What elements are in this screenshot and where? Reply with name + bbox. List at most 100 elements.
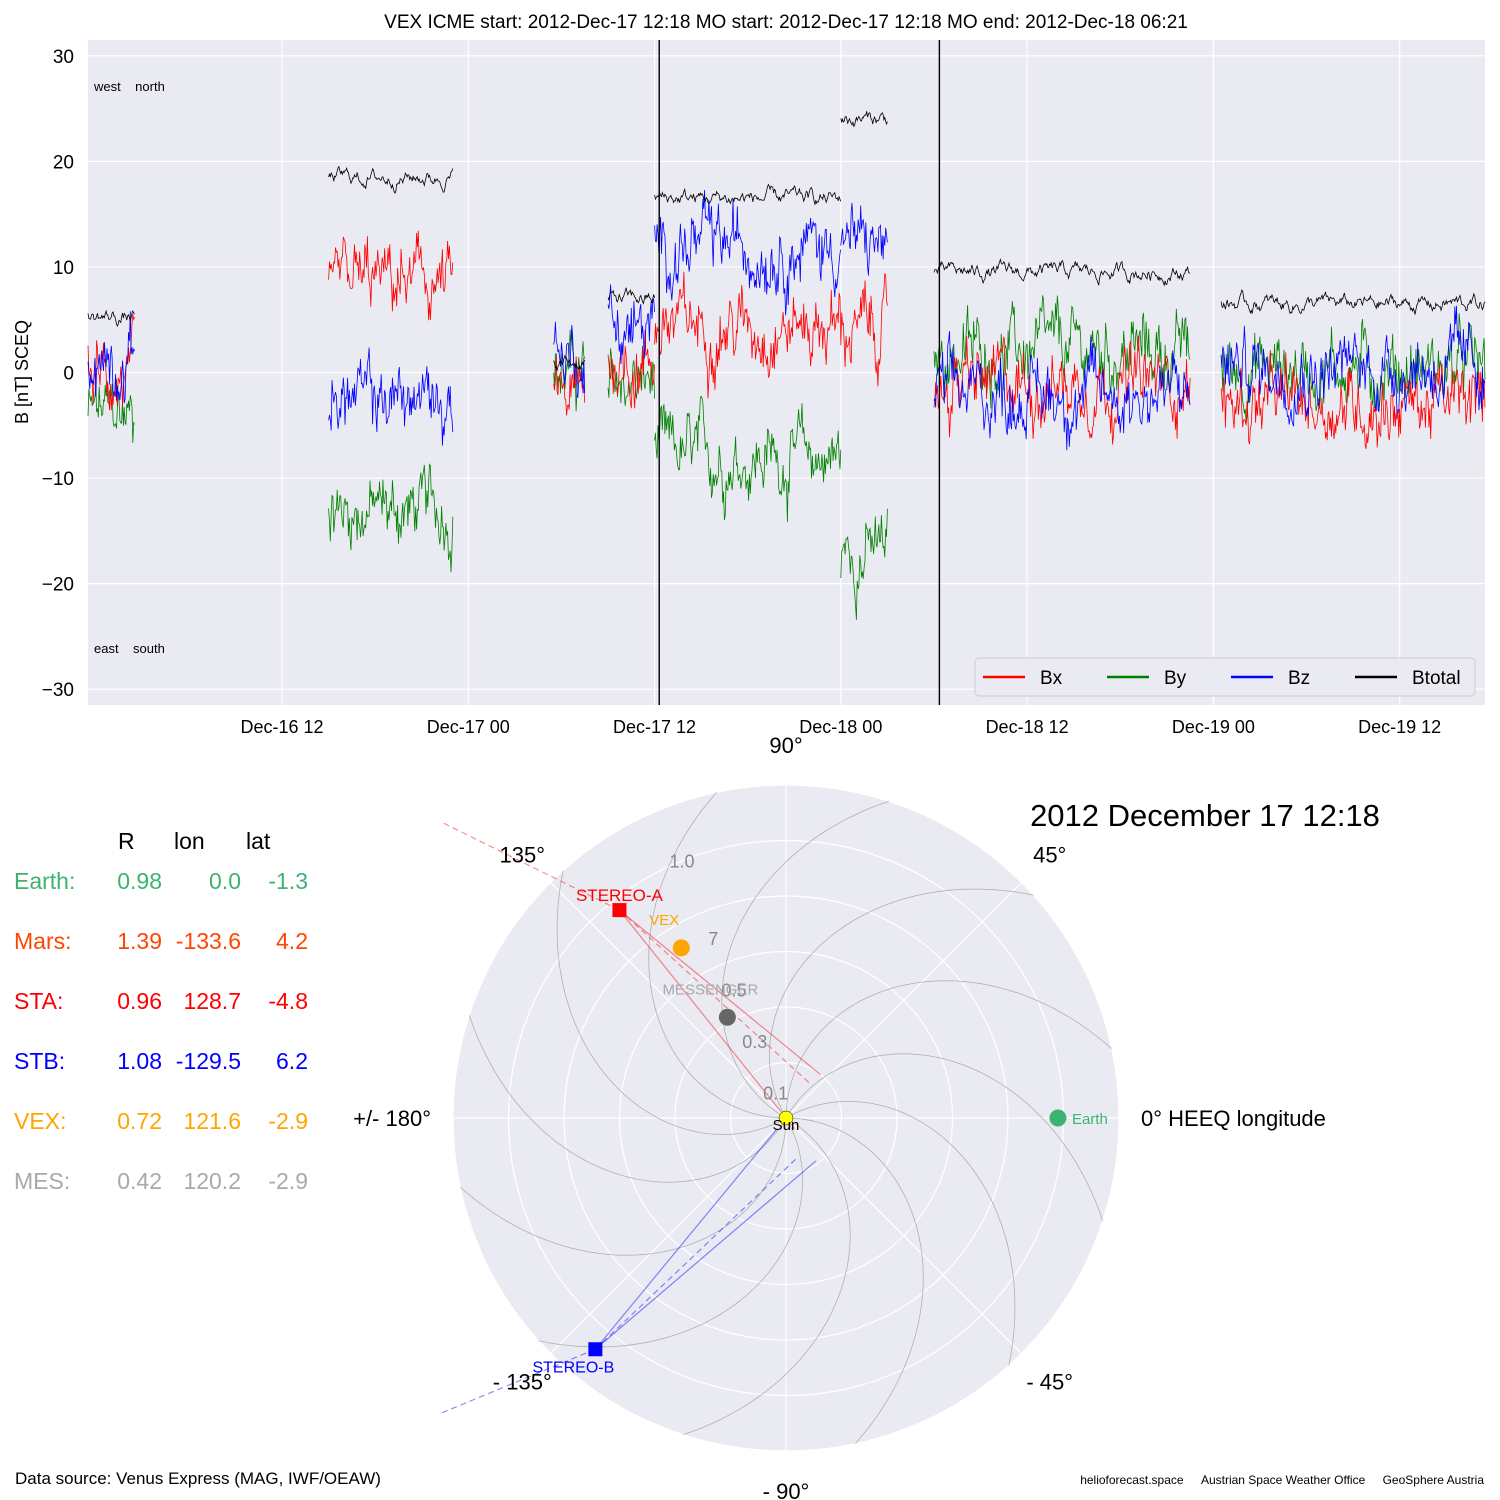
trace-segment <box>840 111 888 128</box>
angle-spoke <box>550 882 787 1119</box>
timeseries-grid <box>88 40 1485 705</box>
body-label-messenger: MESSENGER <box>662 981 758 998</box>
parker-spiral <box>453 1118 787 1256</box>
polar-angle-labels: 0° HEEQ longitude 45° 90° 135° +/- 180° - 135… <box>353 733 1326 1500</box>
trace-segment <box>553 354 586 371</box>
coord-lat: 6.2 <box>276 1048 308 1074</box>
trace-segment <box>933 295 1191 409</box>
annotation-east-south: east south <box>94 641 165 656</box>
trace-segment <box>1220 305 1486 427</box>
angle-label: 45° <box>1033 842 1066 867</box>
coordinates-table: R lon lat Earth: 0.98 0.0 -1.3 Mars: 1.39 -133… <box>14 828 334 1228</box>
angle-label: - 90° <box>763 1479 810 1500</box>
coord-name: STB: <box>14 1048 66 1074</box>
credit-aswo: Austrian Space Weather Office <box>1200 1473 1366 1487</box>
parker-spiral <box>785 980 1119 1118</box>
coord-lat: 4.2 <box>276 928 308 954</box>
angle-spoke <box>550 1117 787 1354</box>
x-tick-label: Dec-18 00 <box>799 717 882 737</box>
timeseries-x-tick-labels: Dec-16 12 Dec-17 00 Dec-17 12 Dec-18 00 Dec-… <box>240 717 1441 737</box>
coordinates-row: VEX: 0.72 121.6 -2.9 <box>14 1108 334 1168</box>
parker-spiral <box>786 1117 924 1451</box>
y-tick-label: −30 <box>42 680 74 701</box>
polar-bodies: Sun Earth STEREO-A STEREO-B VEX MESSENGER <box>532 886 1107 1376</box>
radius-label: 1.0 <box>670 852 695 872</box>
x-tick-label: Dec-17 12 <box>613 717 696 737</box>
fov-line <box>618 909 795 1129</box>
coord-lon: 128.7 <box>183 988 241 1014</box>
angle-spoke <box>785 1117 1022 1354</box>
coord-r: 0.98 <box>117 868 162 894</box>
coord-lat: -4.8 <box>268 988 308 1014</box>
body-sun <box>778 1110 794 1126</box>
timeseries-y-axis-label: B [nT] SCEQ <box>12 320 32 424</box>
trace-bx <box>87 230 1486 449</box>
fov-line <box>619 909 813 1086</box>
coord-r: 1.08 <box>117 1048 162 1074</box>
parker-spiral <box>515 1117 803 1348</box>
coord-name: STA: <box>14 988 64 1014</box>
spacecraft-field-of-view-lines <box>438 820 822 1415</box>
trace-segment <box>553 321 586 398</box>
legend-frame <box>974 657 1476 697</box>
fov-line <box>439 820 620 911</box>
angle-label: 135° <box>500 842 546 867</box>
trace-segment <box>328 230 454 321</box>
coord-lon: -133.6 <box>175 928 241 954</box>
header-r: R <box>118 828 135 854</box>
parker-spiral <box>721 794 912 1119</box>
timeseries-event-lines <box>658 40 941 705</box>
x-tick-label: Dec-19 00 <box>1172 717 1255 737</box>
fov-line <box>619 909 822 1076</box>
coord-name: VEX: <box>14 1108 67 1134</box>
x-tick-label: Dec-19 12 <box>1358 717 1441 737</box>
coord-lon: 121.6 <box>183 1108 241 1134</box>
coordinates-row: STB: 1.08 -129.5 6.2 <box>14 1048 334 1108</box>
body-label-vex: VEX <box>649 912 679 929</box>
trace-segment <box>328 463 454 573</box>
trace-segment <box>87 311 135 404</box>
coord-r: 0.96 <box>117 988 162 1014</box>
polar-grid <box>452 784 1120 1452</box>
timeseries-legend: Bx By Bz Btotal <box>974 657 1476 697</box>
trace-segment <box>654 183 842 205</box>
trace-segment <box>607 284 655 365</box>
timeseries-y-tick-labels: 30 20 10 0 −10 −20 −30 <box>42 47 74 701</box>
data-source-label: Data source: Venus Express (MAG, IWF/OEA… <box>15 1469 381 1488</box>
legend-label: By <box>1164 668 1187 689</box>
coord-name: MES: <box>14 1168 71 1194</box>
x-tick-label: Dec-17 00 <box>427 717 510 737</box>
fov-line <box>594 1128 778 1350</box>
coord-lat: -2.9 <box>268 1168 308 1194</box>
coordinates-row: MES: 0.42 120.2 -2.9 <box>14 1168 334 1228</box>
trace-segment <box>607 287 655 305</box>
credits: helioforecast.space Austrian Space Weath… <box>1066 1473 1484 1487</box>
body-label-stereo-b: STEREO-B <box>532 1359 614 1376</box>
y-tick-label: 10 <box>53 258 74 279</box>
radius-label: 0.3 <box>742 1032 767 1052</box>
parker-spiral <box>785 1101 1016 1389</box>
y-tick-label: −20 <box>42 575 74 596</box>
body-label-stereo-a: STEREO-A <box>576 886 664 905</box>
coord-r: 1.39 <box>117 928 162 954</box>
parker-spiral <box>648 785 786 1119</box>
y-tick-label: −10 <box>42 469 74 490</box>
x-tick-label: Dec-16 12 <box>240 717 323 737</box>
coordinates-row: Earth: 0.98 0.0 -1.3 <box>14 868 334 928</box>
trace-segment <box>328 165 454 195</box>
angle-label: 90° <box>769 733 802 758</box>
trace-segment <box>607 329 655 409</box>
body-stereo-b <box>588 1342 603 1357</box>
header-lon: lon <box>174 828 205 854</box>
trace-segment <box>933 335 1191 445</box>
body-earth <box>1049 1109 1067 1127</box>
credit-geosphere: GeoSphere Austria <box>1382 1473 1484 1487</box>
trace-segment <box>654 189 842 316</box>
parker-spirals <box>453 785 1119 1451</box>
y-tick-label: 0 <box>63 364 74 385</box>
coord-lat: -2.9 <box>268 1108 308 1134</box>
coordinates-row: Mars: 1.39 -133.6 4.2 <box>14 928 334 988</box>
body-label-earth: Earth <box>1072 1111 1108 1128</box>
coordinates-table-rows: Earth: 0.98 0.0 -1.3 Mars: 1.39 -133.6 4.2 STA: 0… <box>14 868 334 1228</box>
angle-label: +/- 180° <box>353 1106 431 1131</box>
